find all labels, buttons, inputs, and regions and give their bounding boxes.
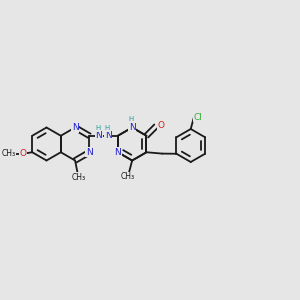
Text: N: N: [72, 123, 79, 132]
Text: O: O: [20, 149, 27, 158]
Text: H: H: [95, 125, 100, 131]
Text: N: N: [105, 131, 112, 140]
Text: H: H: [129, 116, 134, 122]
Text: H: H: [104, 125, 110, 131]
Text: N: N: [115, 148, 121, 157]
Text: CH₃: CH₃: [72, 173, 86, 182]
Text: Cl: Cl: [194, 112, 202, 122]
Text: O: O: [158, 121, 165, 130]
Text: CH₃: CH₃: [2, 149, 16, 158]
Text: N: N: [129, 123, 136, 132]
Text: N: N: [95, 131, 102, 140]
Text: CH₃: CH₃: [121, 172, 135, 181]
Text: N: N: [86, 148, 93, 157]
